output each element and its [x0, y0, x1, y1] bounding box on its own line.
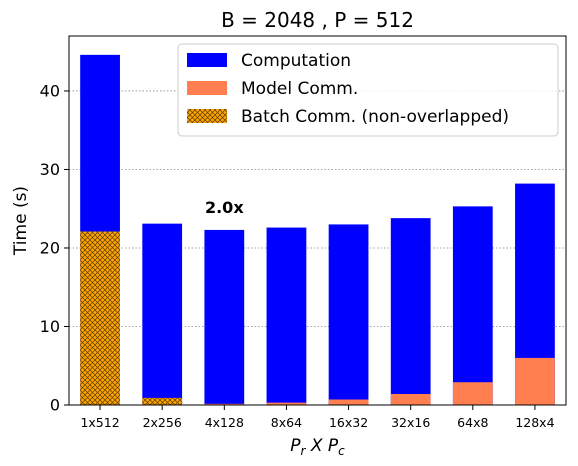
y-tick-label: 0 — [50, 396, 60, 415]
x-tick-label: 8x64 — [271, 415, 302, 430]
x-axis-label-sub2: c — [338, 444, 345, 458]
chart-title: B = 2048 , P = 512 — [221, 8, 414, 32]
x-axis-label-mid: X — [305, 436, 327, 456]
x-tick-label: 1x512 — [80, 415, 119, 430]
bar-model-comm — [328, 399, 369, 405]
x-tick-label: 128x4 — [515, 415, 554, 430]
x-tick-label: 4x128 — [205, 415, 244, 430]
x-tick-label: 16x32 — [329, 415, 368, 430]
bar-batch-comm — [80, 231, 120, 405]
annotation-label: 2.0x — [205, 198, 244, 217]
bar-computation — [390, 218, 431, 405]
y-tick-label: 40 — [40, 81, 60, 100]
annotations: 2.0x — [205, 198, 244, 217]
bar-model-comm — [266, 402, 307, 405]
bar-batch-comm — [142, 397, 183, 405]
y-axis: 0 10 20 30 40 — [40, 81, 69, 415]
x-tick-label: 2x256 — [143, 415, 182, 430]
x-axis: 1x512 2x256 4x128 8x64 16x32 32x16 64x8 128x4 — [80, 405, 555, 430]
bar-computation — [452, 206, 493, 405]
bar-model-comm — [515, 357, 555, 405]
legend: Computation Model Comm. Batch Comm. (non-o… — [177, 43, 559, 137]
legend-swatch — [187, 53, 227, 67]
x-axis-label-p2: P — [328, 436, 339, 456]
x-axis-label: Pr X Pc — [290, 436, 345, 458]
x-tick-label: 32x16 — [391, 415, 430, 430]
x-axis-label-sub1: r — [300, 444, 306, 458]
legend-box — [177, 43, 559, 137]
legend-swatch — [187, 109, 227, 123]
bar-model-comm — [452, 382, 493, 405]
bar-computation — [328, 224, 369, 405]
bar-computation — [142, 223, 183, 405]
bar-computation — [266, 227, 307, 405]
y-tick-label: 20 — [40, 238, 60, 257]
legend-swatch — [187, 81, 227, 95]
bar-computation — [204, 229, 245, 405]
x-tick-label: 64x8 — [457, 415, 488, 430]
plot-frame — [68, 35, 567, 406]
y-axis-label: Time (s) — [11, 186, 31, 256]
legend-label: Computation — [241, 51, 351, 71]
bars — [80, 54, 555, 405]
y-tick-label: 30 — [40, 160, 60, 179]
bar-model-comm — [390, 394, 431, 405]
x-axis-label-p1: P — [290, 436, 301, 456]
legend-label: Model Comm. — [241, 79, 358, 99]
y-tick-label: 10 — [40, 317, 60, 336]
bar-model-comm — [204, 403, 245, 405]
legend-label: Batch Comm. (non-overlapped) — [241, 107, 509, 127]
